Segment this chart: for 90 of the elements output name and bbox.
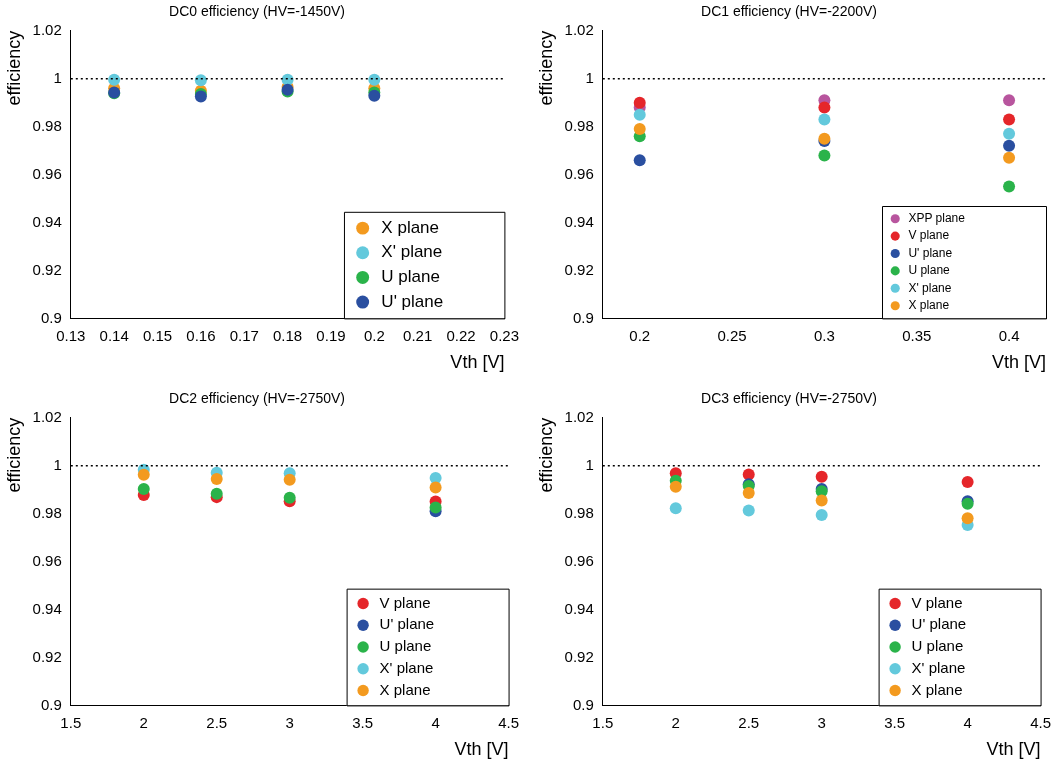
y-tick-label: 0.92 xyxy=(32,260,62,278)
legend-label: X' plane xyxy=(908,280,952,295)
x-tick-label: 0.16 xyxy=(186,326,216,344)
y-tick-label: 1 xyxy=(53,68,62,86)
legend-label: X' plane xyxy=(911,658,966,676)
y-tick-label: 1.02 xyxy=(32,20,62,38)
x-tick-label: 2.5 xyxy=(206,713,228,731)
y-axis-title: efficiency xyxy=(535,417,556,493)
legend-label: U' plane xyxy=(381,291,444,311)
x-tick-label: 3.5 xyxy=(884,713,906,731)
x-tick-label: 0.14 xyxy=(99,326,129,344)
x-tick-label: 4 xyxy=(963,713,972,731)
y-tick-label: 1.02 xyxy=(564,407,594,425)
x-tick-label: 2.5 xyxy=(738,713,760,731)
y-tick-label: 0.94 xyxy=(564,599,594,617)
legend-label: X plane xyxy=(908,298,950,313)
y-tick-label: 0.98 xyxy=(32,503,62,521)
y-axis-title: efficiency xyxy=(3,30,24,106)
y-tick-label: 0.98 xyxy=(32,116,62,134)
x-tick-label: 1.5 xyxy=(60,713,82,731)
x-tick-label: 2 xyxy=(671,713,680,731)
x-axis-title: Vth [V] xyxy=(991,352,1046,373)
y-tick-label: 0.92 xyxy=(32,647,62,665)
legend-label: U' plane xyxy=(911,614,967,632)
x-tick-label: 0.18 xyxy=(273,326,303,344)
y-tick-label: 0.9 xyxy=(40,695,62,713)
legend-label: X plane xyxy=(381,217,440,237)
y-tick-label: 0.96 xyxy=(564,551,594,569)
legend-label: U plane xyxy=(908,263,951,278)
x-tick-label: 0.2 xyxy=(363,326,385,344)
y-tick-label: 0.94 xyxy=(32,599,62,617)
x-tick-label: 1.5 xyxy=(592,713,614,731)
y-tick-label: 0.96 xyxy=(32,551,62,569)
legend-label: X' plane xyxy=(379,658,434,676)
x-axis-title: Vth [V] xyxy=(986,738,1041,759)
x-tick-label: 0.19 xyxy=(316,326,346,344)
chart-title: DC1 efficiency (HV=-2200V) xyxy=(701,3,877,20)
x-tick-label: 0.13 xyxy=(56,326,86,344)
x-tick-label: 4 xyxy=(431,713,440,731)
y-axis-title: efficiency xyxy=(535,30,556,106)
legend-label: XPP plane xyxy=(908,211,966,226)
legend-label: V plane xyxy=(379,593,431,611)
y-tick-label: 0.96 xyxy=(564,164,594,182)
legend-label: U plane xyxy=(381,267,440,287)
x-tick-label: 2 xyxy=(139,713,148,731)
legend-label: X plane xyxy=(911,680,963,698)
x-tick-label: 3 xyxy=(817,713,826,731)
x-tick-label: 4.5 xyxy=(1030,713,1051,731)
y-tick-label: 1 xyxy=(585,68,594,86)
x-tick-label: 0.23 xyxy=(489,326,519,344)
y-tick-label: 0.9 xyxy=(572,308,594,326)
x-tick-label: 0.35 xyxy=(902,326,932,344)
legend-label: X' plane xyxy=(381,242,443,262)
x-tick-label: 0.15 xyxy=(142,326,173,344)
legend-label: U' plane xyxy=(908,245,953,260)
chart-title: DC2 efficiency (HV=-2750V) xyxy=(169,389,345,406)
legend-label: U' plane xyxy=(379,614,435,632)
x-tick-label: 0.17 xyxy=(229,326,259,344)
x-axis-title: Vth [V] xyxy=(454,738,509,759)
x-tick-label: 0.25 xyxy=(717,326,747,344)
y-tick-label: 0.92 xyxy=(564,260,594,278)
x-axis-title: Vth [V] xyxy=(450,352,505,373)
chart-title: DC3 efficiency (HV=-2750V) xyxy=(701,389,877,406)
x-tick-label: 4.5 xyxy=(498,713,519,731)
x-tick-label: 0.4 xyxy=(998,326,1020,344)
y-tick-label: 0.96 xyxy=(32,164,62,182)
legend-label: X plane xyxy=(379,680,431,698)
x-tick-label: 3.5 xyxy=(352,713,374,731)
chart-title: DC0 efficiency (HV=-1450V) xyxy=(169,3,345,20)
legend-label: U plane xyxy=(911,636,964,654)
y-tick-label: 0.98 xyxy=(564,116,594,134)
x-tick-label: 0.22 xyxy=(446,326,476,344)
y-tick-label: 1.02 xyxy=(564,20,594,38)
y-tick-label: 0.9 xyxy=(40,308,62,326)
x-tick-label: 0.2 xyxy=(629,326,651,344)
x-tick-label: 0.21 xyxy=(403,326,433,344)
y-tick-label: 0.92 xyxy=(564,647,594,665)
y-tick-label: 1.02 xyxy=(32,407,62,425)
x-tick-label: 0.3 xyxy=(813,326,835,344)
y-tick-label: 0.94 xyxy=(564,212,594,230)
y-tick-label: 0.94 xyxy=(32,212,62,230)
y-tick-label: 0.98 xyxy=(564,503,594,521)
legend-label: U plane xyxy=(379,636,432,654)
legend-label: V plane xyxy=(908,228,950,243)
y-tick-label: 1 xyxy=(53,455,62,473)
legend-label: V plane xyxy=(911,593,963,611)
x-tick-label: 3 xyxy=(285,713,294,731)
y-axis-title: efficiency xyxy=(3,417,24,493)
y-tick-label: 0.9 xyxy=(572,695,594,713)
y-tick-label: 1 xyxy=(585,455,594,473)
